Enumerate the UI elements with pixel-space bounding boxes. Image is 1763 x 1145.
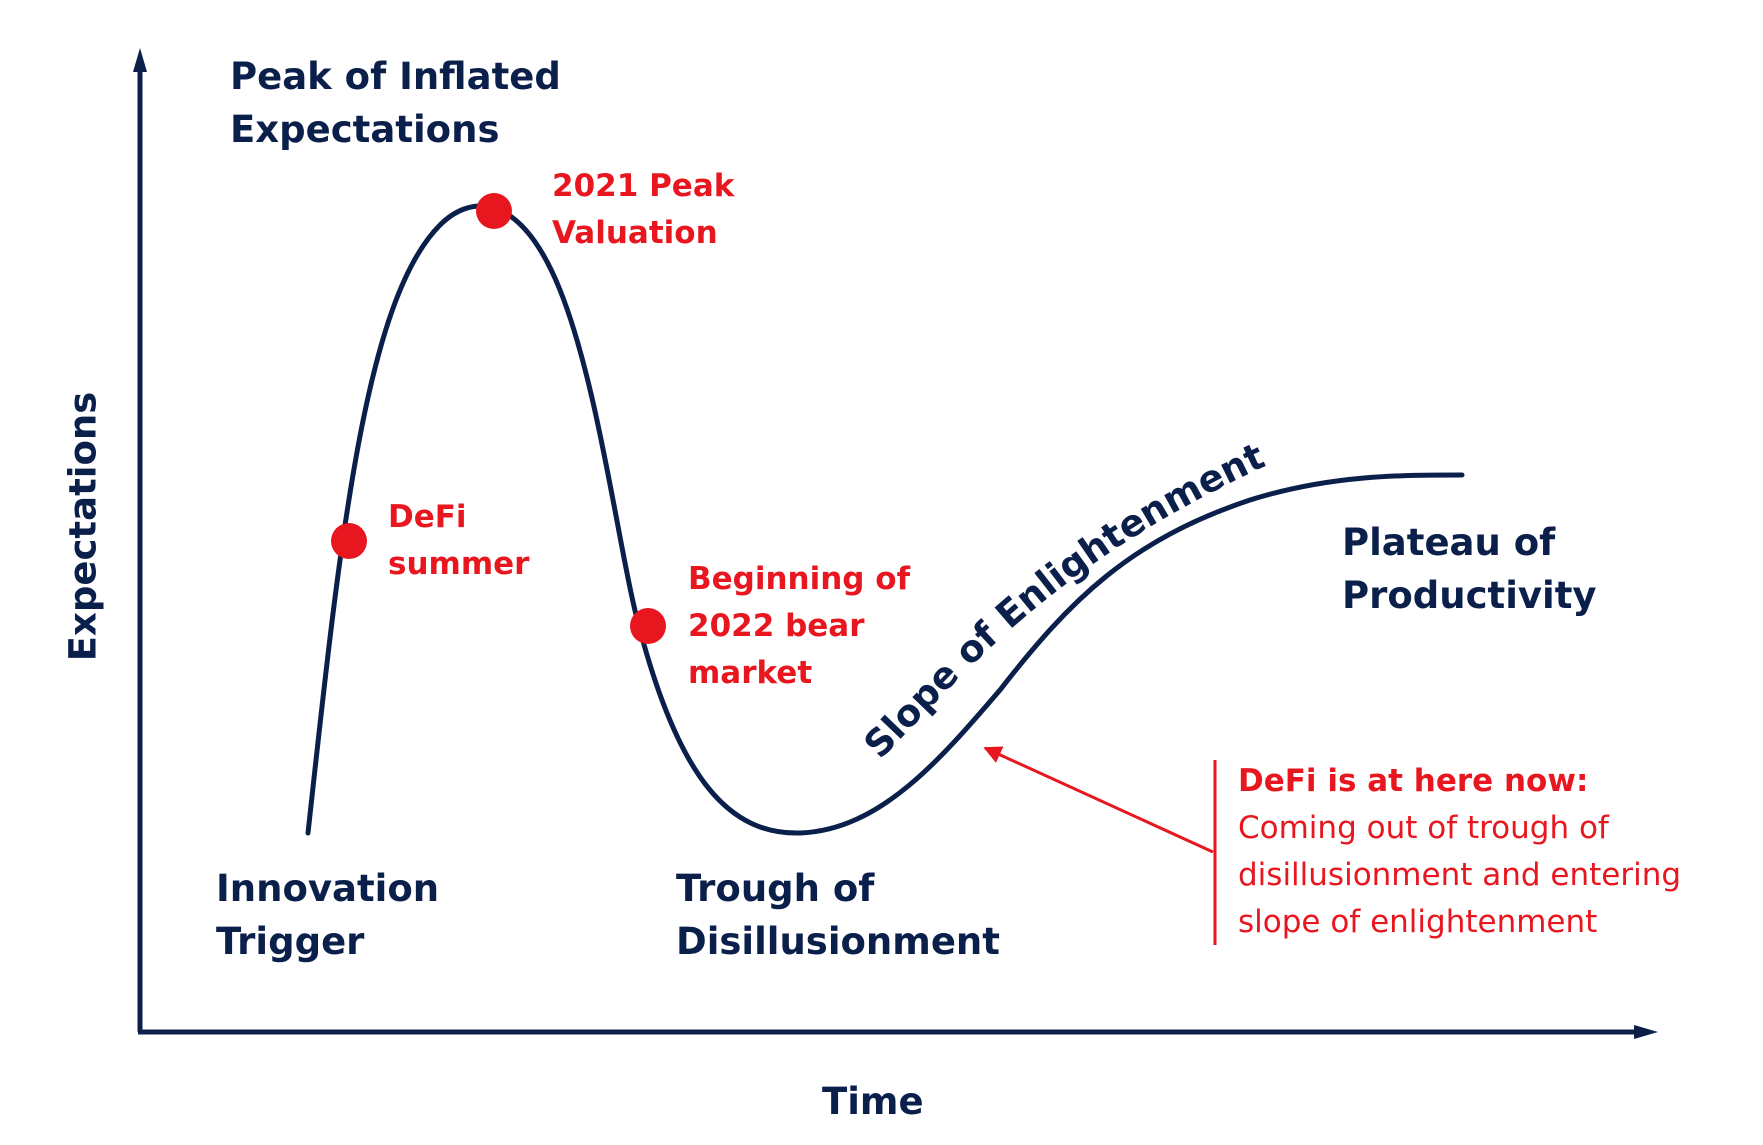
y-axis-title: Expectations — [61, 391, 105, 662]
phase-plateau-label: Plateau of Productivity — [1342, 516, 1597, 622]
phase-peak-label: Peak of Inflated Expectations — [230, 50, 561, 156]
phase-trough-line-1: Trough of — [676, 867, 875, 910]
note-line-3: slope of enlightenment — [1238, 904, 1598, 940]
phase-innovation-line-1: Innovation — [216, 867, 440, 910]
note-title: DeFi is at here now: — [1238, 763, 1589, 799]
phase-slope-label: Slope of Enlightenment — [856, 434, 1271, 766]
peak-valuation-marker — [476, 193, 512, 229]
phase-peak-line-2: Expectations — [230, 108, 500, 151]
phase-trough-label: Trough of Disillusionment — [676, 862, 1000, 968]
hype-cycle-curve — [305, 203, 1465, 836]
event-peak-valuation-line-2: Valuation — [552, 215, 718, 251]
event-peak-valuation-label: 2021 Peak Valuation — [552, 163, 734, 257]
event-defi-summer-line-1: DeFi — [388, 499, 467, 535]
event-bear-market-line-2: 2022 bear — [688, 608, 865, 644]
note-pointer-arrow — [983, 746, 1214, 854]
phase-innovation-line-2: Trigger — [216, 920, 365, 963]
defi-summer-marker — [331, 523, 367, 559]
x-axis-title: Time — [822, 1080, 924, 1123]
phase-trough-line-2: Disillusionment — [676, 920, 1000, 963]
y-axis-arrowhead — [133, 48, 147, 72]
event-bear-market-line-3: market — [688, 655, 813, 691]
event-peak-valuation-line-1: 2021 Peak — [552, 168, 735, 204]
event-bear-market-label: Beginning of 2022 bear market — [688, 556, 910, 697]
event-defi-summer-label: DeFi summer — [388, 494, 529, 588]
x-axis-arrowhead — [1634, 1025, 1658, 1039]
defi-status-note: DeFi is at here now: Coming out of troug… — [1238, 758, 1738, 946]
phase-innovation-label: Innovation Trigger — [216, 862, 439, 968]
phase-peak-line-1: Peak of Inflated — [230, 55, 561, 98]
note-line-2: disillusionment and entering — [1238, 857, 1682, 893]
bear-market-marker — [630, 608, 666, 644]
note-line-1: Coming out of trough of — [1238, 810, 1609, 846]
phase-plateau-line-1: Plateau of — [1342, 521, 1556, 564]
phase-plateau-line-2: Productivity — [1342, 574, 1597, 617]
event-bear-market-line-1: Beginning of — [688, 561, 911, 597]
event-defi-summer-line-2: summer — [388, 546, 530, 582]
